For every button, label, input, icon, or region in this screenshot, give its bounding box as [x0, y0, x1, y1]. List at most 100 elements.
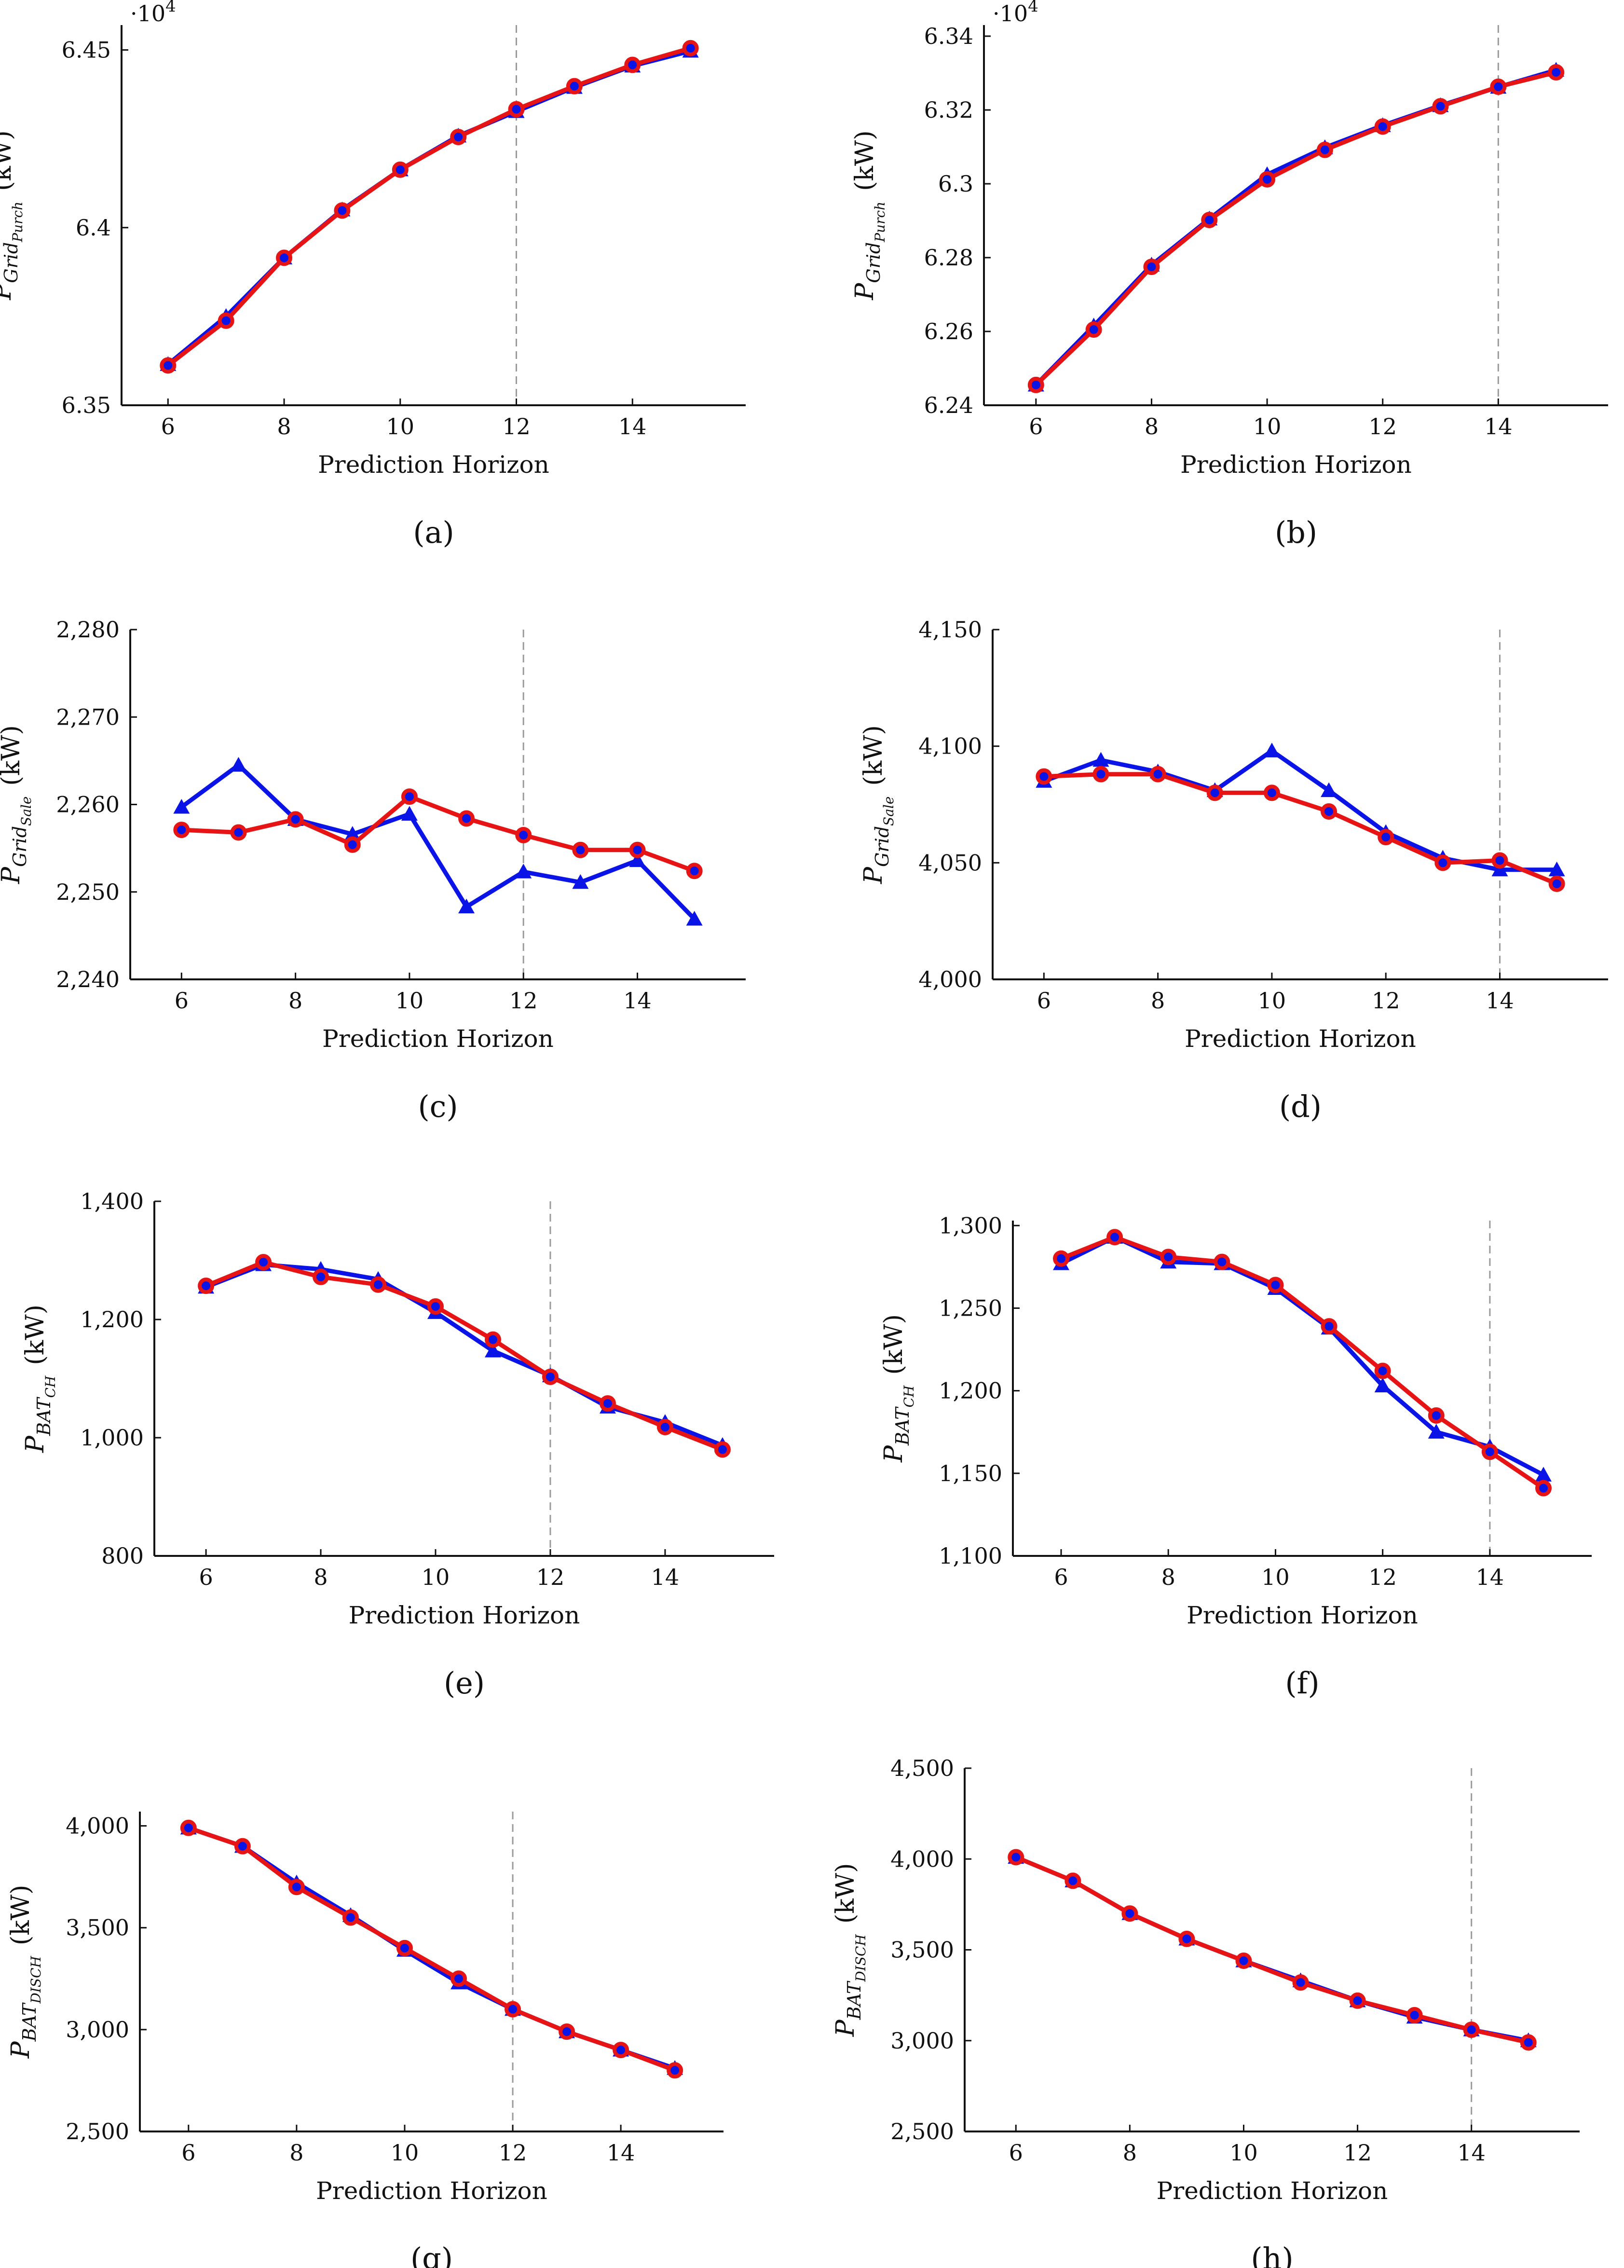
data-point-red: [173, 822, 190, 838]
ylabel-unit: (kW): [0, 725, 26, 786]
data-point-red: [1321, 1318, 1337, 1335]
data-point-red: [484, 1331, 501, 1348]
ylabel-subscript: Grid: [863, 242, 884, 283]
x-tick-label: 8: [289, 2140, 303, 2166]
data-point-blue: [1092, 752, 1109, 767]
data-point-red: [1149, 766, 1166, 783]
ylabel-unit: (kW): [831, 1863, 860, 1924]
x-tick-label: 10: [386, 413, 415, 440]
data-point-red: [1463, 2021, 1480, 2038]
panel-caption: (d): [1279, 1089, 1322, 1124]
y-tick-label: 4,000: [66, 1813, 129, 1839]
panel-caption: (b): [1275, 515, 1317, 550]
x-tick-label: 14: [1486, 988, 1514, 1014]
data-point-red: [566, 78, 583, 95]
data-point-red: [1092, 766, 1109, 783]
series-line-red: [205, 1260, 723, 1452]
ylabel-subsubscript: CH: [42, 1375, 58, 1398]
y-tick-label: 3,500: [66, 1915, 129, 1941]
data-point-blue: [572, 874, 589, 889]
x-tick-label: 6: [1029, 413, 1043, 440]
data-point-blue: [1263, 742, 1280, 757]
data-point-red: [450, 1970, 467, 1987]
y-tick-label: 3,500: [890, 1937, 954, 1963]
exponent-power: 4: [1028, 0, 1038, 16]
y-tick-label: 2,260: [56, 792, 120, 818]
x-tick-label: 8: [1123, 2140, 1137, 2166]
y-tick-label: 1,400: [80, 1188, 144, 1214]
data-point-red: [458, 810, 475, 827]
y-tick-label: 6.26: [924, 318, 973, 344]
ylabel-unit: (kW): [859, 725, 888, 786]
y-tick-label: 1,000: [80, 1425, 144, 1451]
x-tick-label: 8: [288, 988, 302, 1014]
data-point-red: [1143, 259, 1160, 275]
x-tick-label: 12: [1372, 988, 1400, 1014]
series-line-red: [1034, 70, 1557, 387]
ylabel-symbol: P: [831, 2019, 860, 2037]
chart-panel-d: 6 8 10 12 14 4,000 4,050 4,100 4,150 Prediction H…: [859, 617, 1608, 1124]
y-axis-title: PBATCH (kW): [21, 1305, 58, 1453]
y-tick-label: 4,150: [918, 617, 982, 643]
y-tick-label: 6.3: [938, 171, 973, 197]
panel-caption: (e): [444, 1665, 485, 1701]
x-axis-title: Prediction Horizon: [1157, 2177, 1388, 2205]
y-tick-label: 6.24: [924, 392, 973, 418]
data-point-red: [396, 1939, 413, 1956]
x-tick-label: 8: [1151, 988, 1165, 1014]
x-tick-label: 12: [1368, 413, 1397, 440]
x-tick-label: 14: [607, 2140, 635, 2166]
x-tick-label: 8: [1161, 1564, 1175, 1590]
exponent-power: 4: [165, 0, 176, 16]
chart-panel-a: 6 8 10 12 14 6.35 6.4 6.45 ·104 Prediction Horizo…: [0, 0, 746, 550]
y-tick-label: 800: [101, 1543, 144, 1569]
y-tick-label: 4,000: [890, 1846, 954, 1872]
y-axis-title: PGridSale (kW): [859, 725, 897, 884]
ylabel-subscript: BAT: [892, 1406, 913, 1446]
ylabel-symbol: P: [6, 2041, 35, 2059]
ylabel-unit: (kW): [6, 1885, 35, 1946]
data-point-red: [1378, 829, 1394, 846]
data-point-red: [1214, 1253, 1230, 1270]
ylabel-subsubscript: Purch: [872, 202, 888, 243]
x-tick-label: 14: [1457, 2140, 1486, 2166]
axis-exponent: ·104: [130, 0, 176, 27]
x-tick-label: 8: [277, 413, 291, 440]
y-tick-label: 3,000: [66, 2017, 129, 2043]
ylabel-subscript: BAT: [33, 1397, 55, 1436]
data-point-red: [1267, 1277, 1284, 1293]
chart-panel-f: 6 8 10 12 14 1,100 1,150 1,200 1,250 1,300 Predict…: [879, 1212, 1592, 1701]
series-line-blue: [180, 763, 696, 921]
data-point-red: [1206, 784, 1223, 801]
data-point-red: [1432, 98, 1449, 115]
ylabel-unit: (kW): [879, 1314, 908, 1375]
y-tick-label: 2,270: [56, 704, 120, 730]
x-tick-label: 14: [623, 988, 652, 1014]
x-tick-label: 8: [1145, 413, 1159, 440]
data-point-red: [288, 1879, 305, 1896]
y-tick-label: 1,250: [939, 1295, 1002, 1321]
data-point-red: [1481, 1443, 1498, 1460]
y-axis-title: PBATCH (kW): [879, 1314, 917, 1463]
y-tick-label: 3,000: [890, 2028, 954, 2054]
data-point-red: [234, 1838, 251, 1855]
x-tick-label: 8: [314, 1564, 328, 1590]
x-tick-label: 12: [499, 2140, 527, 2166]
ylabel-symbol: P: [859, 866, 888, 884]
data-point-red: [682, 40, 699, 56]
data-point-red: [1263, 784, 1280, 801]
ylabel-subscript: Grid: [9, 826, 30, 867]
data-point-red: [313, 1268, 329, 1285]
data-point-red: [1490, 78, 1507, 95]
series-line-blue: [1015, 1855, 1529, 2043]
y-tick-label: 1,300: [939, 1212, 1002, 1238]
y-tick-label: 1,100: [939, 1543, 1002, 1569]
x-axis-title: Prediction Horizon: [322, 1025, 554, 1053]
data-point-red: [1064, 1872, 1081, 1889]
y-tick-label: 4,050: [918, 850, 982, 876]
data-point-red: [714, 1441, 731, 1458]
data-point-blue: [1428, 1424, 1445, 1439]
x-tick-label: 10: [1253, 413, 1282, 440]
series-line-blue: [1043, 748, 1557, 872]
data-point-red: [1321, 803, 1337, 820]
